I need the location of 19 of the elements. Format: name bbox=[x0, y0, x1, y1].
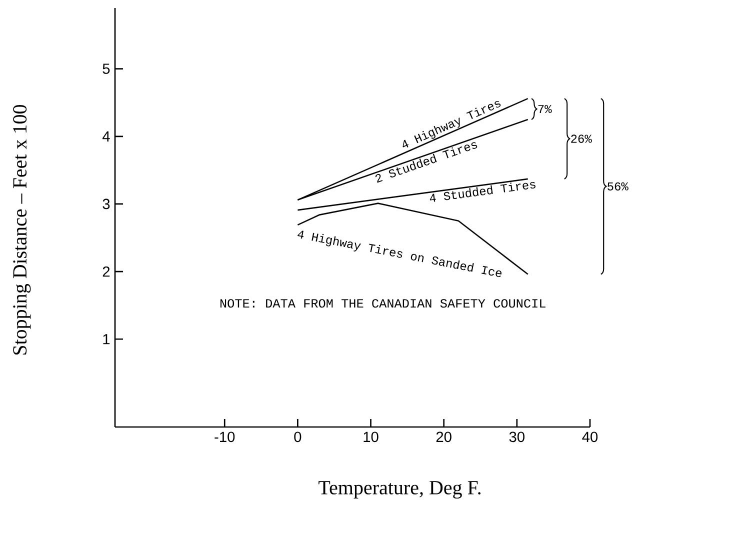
x-tick-label: 30 bbox=[509, 432, 524, 442]
x-tick-label: -10 bbox=[214, 432, 235, 442]
y-tick-label: 3 bbox=[102, 198, 110, 210]
x-tick-label: 40 bbox=[582, 432, 598, 442]
y-axis-title: Stopping Distance – Feet x 100 bbox=[13, 105, 31, 355]
y-tick-label: 5 bbox=[102, 64, 110, 74]
x-tick-label: 10 bbox=[364, 432, 378, 442]
annotation: NOTE: DATA FROM THE CANADIAN SAFETY COUNCIL bbox=[220, 299, 546, 308]
text: 56% bbox=[608, 182, 628, 190]
annotation: 26% bbox=[571, 134, 592, 143]
text: 4 Highway Tires on Sanded Ice bbox=[298, 230, 502, 278]
x-tick-label: 20 bbox=[436, 432, 452, 442]
x-tick-label: 0 bbox=[294, 432, 302, 442]
text: 4 Studded Tires bbox=[430, 182, 536, 202]
y-tick-label: 2 bbox=[102, 266, 110, 277]
annotation: 7% bbox=[538, 105, 552, 114]
y-tick-label: 4 bbox=[102, 131, 110, 142]
y-tick-label: 1 bbox=[103, 334, 110, 344]
x-axis-title: Temperature, Deg F. bbox=[318, 481, 481, 499]
